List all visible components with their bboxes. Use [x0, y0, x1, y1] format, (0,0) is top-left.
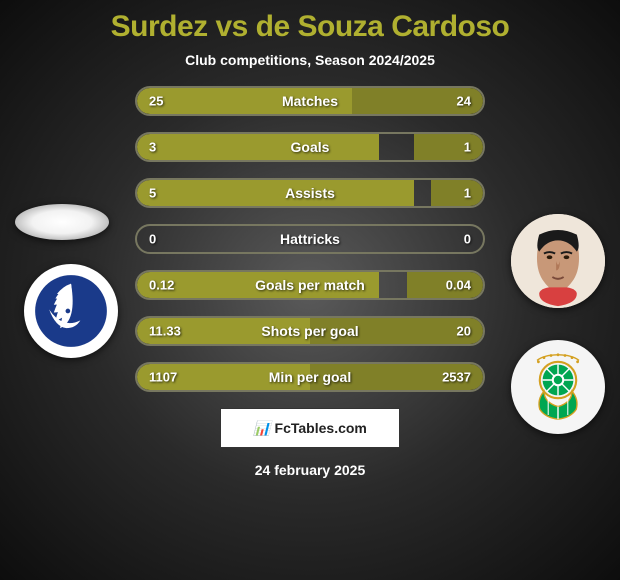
watermark-text: FcTables.com [275, 420, 367, 436]
watermark-icon: 📊 [253, 420, 268, 437]
stat-label: Goals [291, 139, 330, 155]
club-left-icon [32, 272, 110, 350]
stat-fill-right [431, 180, 483, 206]
stat-value-left: 5 [149, 186, 156, 201]
stat-row: 1107 2537 Min per goal [135, 362, 485, 392]
stat-label: Min per goal [269, 369, 351, 385]
player-avatar-left [15, 204, 109, 240]
stat-value-right: 1 [464, 140, 471, 155]
stat-row: 11.33 20 Shots per goal [135, 316, 485, 346]
stat-row: 3 1 Goals [135, 132, 485, 162]
stat-value-right: 24 [457, 94, 471, 109]
stat-value-left: 0 [149, 232, 156, 247]
club-right-icon [523, 352, 593, 422]
stat-row: 0.12 0.04 Goals per match [135, 270, 485, 300]
player-face-right-icon [511, 214, 605, 308]
stat-label: Hattricks [280, 231, 340, 247]
watermark: 📊 FcTables.com [220, 408, 400, 448]
stats-area: 25 24 Matches 3 1 Goals 5 1 Assists 0 0 Hattricks 0.… [0, 86, 620, 392]
stat-value-left: 1107 [149, 370, 177, 385]
stat-value-right: 0.04 [446, 278, 471, 293]
page-title: Surdez vs de Souza Cardoso [0, 10, 620, 44]
stat-label: Matches [282, 93, 338, 109]
stat-value-left: 11.33 [149, 324, 181, 339]
stat-fill-left [137, 180, 414, 206]
club-badge-left [24, 264, 118, 358]
stat-row: 0 0 Hattricks [135, 224, 485, 254]
date-text: 24 february 2025 [0, 462, 620, 478]
comparison-container: Surdez vs de Souza Cardoso Club competit… [0, 0, 620, 580]
stat-row: 25 24 Matches [135, 86, 485, 116]
stat-value-left: 0.12 [149, 278, 174, 293]
subtitle: Club competitions, Season 2024/2025 [0, 52, 620, 68]
stat-value-right: 0 [464, 232, 471, 247]
stat-value-left: 3 [149, 140, 156, 155]
club-badge-right [511, 340, 605, 434]
stat-value-right: 20 [457, 324, 471, 339]
player-avatar-right [511, 214, 605, 308]
stat-value-right: 1 [464, 186, 471, 201]
stat-fill-left [137, 134, 379, 160]
stat-value-left: 25 [149, 94, 163, 109]
stat-bars-column: 25 24 Matches 3 1 Goals 5 1 Assists 0 0 Hattricks 0.… [135, 86, 485, 392]
stat-fill-right [414, 134, 483, 160]
stat-label: Shots per goal [261, 323, 358, 339]
stat-label: Goals per match [255, 277, 365, 293]
stat-value-right: 2537 [442, 370, 471, 385]
stat-label: Assists [285, 185, 335, 201]
stat-row: 5 1 Assists [135, 178, 485, 208]
